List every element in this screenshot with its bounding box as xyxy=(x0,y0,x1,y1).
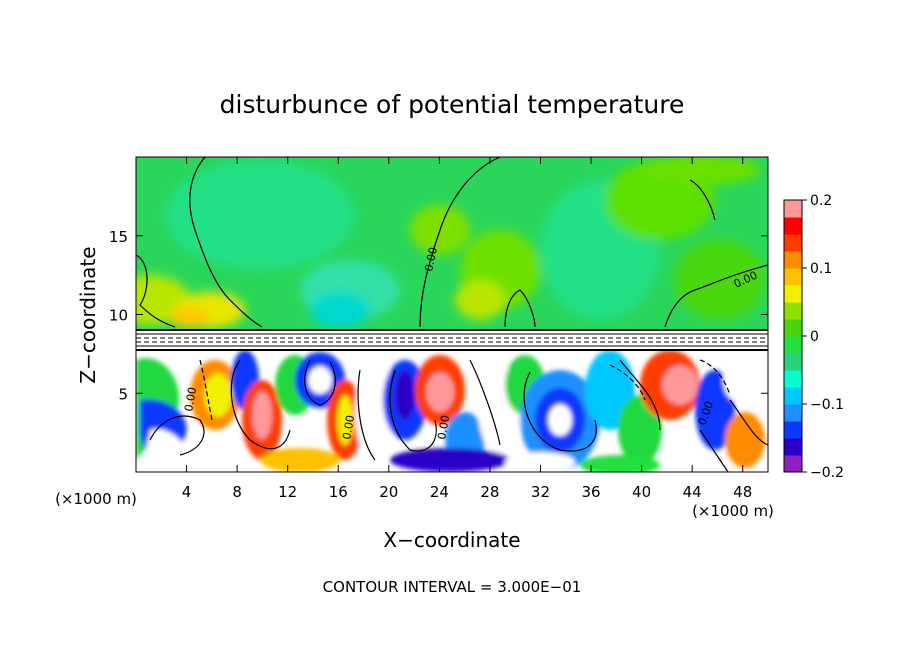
x-tick-label: 40 xyxy=(632,483,651,501)
x-unit-left: (×1000 m) xyxy=(55,490,137,508)
colorbar-swatch xyxy=(784,455,802,473)
colorbar-swatch xyxy=(784,200,802,218)
colorbar-swatch xyxy=(784,319,802,337)
colorbar-tick-label: 0.2 xyxy=(810,193,832,209)
colorbar-tick-label: 0.1 xyxy=(810,261,832,277)
y-tick-label: 5 xyxy=(118,385,128,403)
contour-lines xyxy=(136,157,768,472)
contour-label: 0.00 xyxy=(422,246,440,273)
y-tick-label: 10 xyxy=(109,307,128,325)
colorbar-swatch xyxy=(784,336,802,354)
chart-title: disturbunce of potential temperature xyxy=(220,90,685,119)
y-axis: 5 10 15 xyxy=(109,228,768,403)
contour-label: 0.00 xyxy=(182,386,199,412)
y-axis-label: Z−coordinate xyxy=(76,246,100,383)
colorbar-tick-label: −0.1 xyxy=(810,397,844,413)
colorbar-swatch xyxy=(784,268,802,286)
colorbar-swatch xyxy=(784,353,802,371)
x-tick-label: 8 xyxy=(232,483,242,501)
colorbar-swatch xyxy=(784,302,802,320)
x-tick-label: 24 xyxy=(430,483,449,501)
colorbar-swatch xyxy=(784,421,802,439)
y-tick-label: 15 xyxy=(109,228,128,246)
colorbar-swatch xyxy=(784,217,802,235)
colorbar-swatch xyxy=(784,438,802,456)
x-tick-label: 4 xyxy=(182,483,192,501)
lower-layer-patches xyxy=(136,350,767,472)
x-tick-label: 20 xyxy=(379,483,398,501)
contour-label: 0.00 xyxy=(435,414,452,440)
x-tick-label: 36 xyxy=(581,483,600,501)
colorbar-swatch xyxy=(784,285,802,303)
inversion-band xyxy=(136,330,768,350)
x-tick-label: 44 xyxy=(683,483,702,501)
colorbar-swatch xyxy=(784,404,802,422)
x-tick-label: 48 xyxy=(733,483,752,501)
x-unit-right: (×1000 m) xyxy=(692,502,774,520)
plot-area: 0.00 0.00 0.00 0.00 0.00 0.00 xyxy=(136,157,768,472)
colorbar-tick-label: 0 xyxy=(810,329,819,345)
x-axis-label: X−coordinate xyxy=(383,528,520,552)
x-tick-label: 12 xyxy=(278,483,297,501)
x-tick-label: 16 xyxy=(329,483,348,501)
colorbar-tick-label: −0.2 xyxy=(810,465,844,481)
upper-layer-patches xyxy=(136,157,765,328)
colorbar-swatch xyxy=(784,370,802,388)
contour-label: 0.00 xyxy=(340,414,357,440)
colorbar-swatch xyxy=(784,387,802,405)
x-tick-label: 32 xyxy=(531,483,550,501)
contour-interval: CONTOUR INTERVAL = 3.000E−01 xyxy=(323,578,582,596)
colorbar: 0.2 0.1 0 −0.1 −0.2 xyxy=(783,193,844,481)
colorbar-swatch xyxy=(784,234,802,252)
x-axis: 4 8 12 16 20 24 28 32 36 40 44 48 xyxy=(182,157,752,501)
inversion-band-lines xyxy=(136,329,768,351)
colorbar-swatch xyxy=(784,251,802,269)
x-tick-label: 28 xyxy=(480,483,499,501)
